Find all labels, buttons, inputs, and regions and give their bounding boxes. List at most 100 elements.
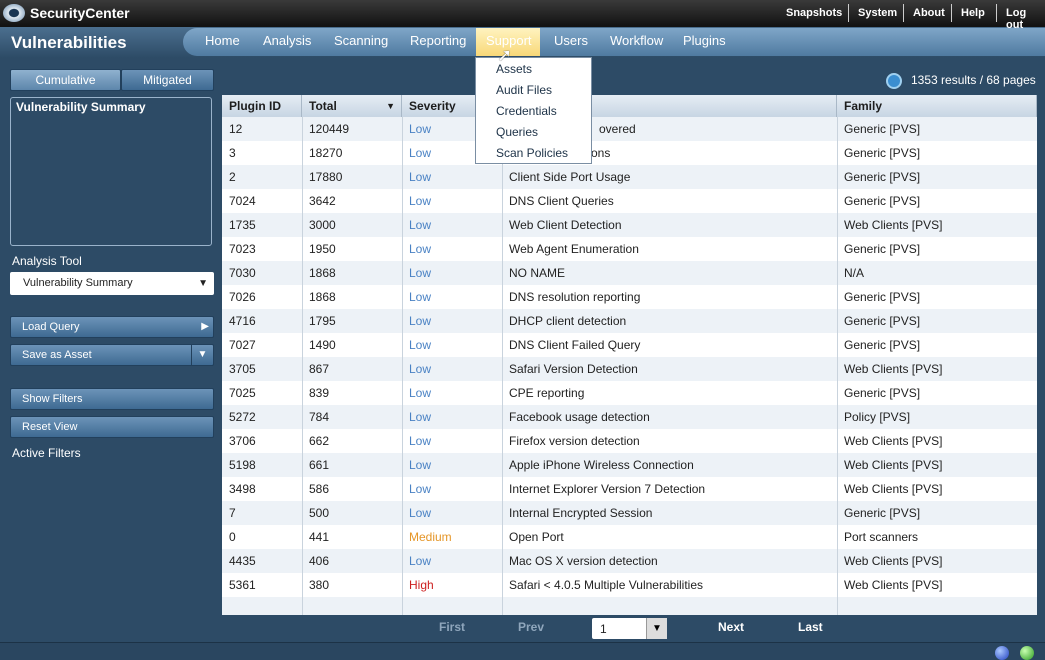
table-cell: Low xyxy=(402,189,502,213)
table-cell: 120449 xyxy=(302,117,402,141)
table-cell: Low xyxy=(402,165,502,189)
table-cell: 7025 xyxy=(222,381,302,405)
table-cell: 380 xyxy=(302,573,402,597)
table-cell: Web Clients [PVS] xyxy=(837,549,1037,573)
table-cell: High xyxy=(402,573,502,597)
table-cell: Web Clients [PVS] xyxy=(837,477,1037,501)
dropdown-item[interactable]: Credentials xyxy=(496,104,557,118)
nav-item[interactable]: Workflow xyxy=(610,33,663,48)
nav-item[interactable]: Plugins xyxy=(683,33,726,48)
separator xyxy=(903,4,904,22)
table-cell: Generic [PVS] xyxy=(837,141,1037,165)
table-cell: 3706 xyxy=(222,429,302,453)
table-cell: DHCP client detection xyxy=(502,309,837,333)
table-cell: 3642 xyxy=(302,189,402,213)
table-cell: 3000 xyxy=(302,213,402,237)
table-cell: Generic [PVS] xyxy=(837,309,1037,333)
table-cell: Low xyxy=(402,549,502,573)
table-cell: Low xyxy=(402,501,502,525)
top-link[interactable]: Log out xyxy=(1006,7,1045,31)
panel-title: Vulnerability Summary xyxy=(16,100,146,114)
table-cell: Low xyxy=(402,453,502,477)
table-cell: 441 xyxy=(302,525,402,549)
table-cell: Low xyxy=(402,477,502,501)
table-cell: Low xyxy=(402,285,502,309)
support-dropdown: AssetsAudit FilesCredentialsQueriesScan … xyxy=(475,57,592,164)
active-filters: Active Filters xyxy=(12,446,81,460)
nav-item[interactable]: Reporting xyxy=(410,33,466,48)
table-cell: 661 xyxy=(302,453,402,477)
table-cell: Internet Explorer Version 7 Detection xyxy=(502,477,837,501)
page-select[interactable]: 1 ▼ xyxy=(592,618,667,639)
table-cell: Medium xyxy=(402,525,502,549)
table-cell: 0 xyxy=(222,525,302,549)
table-cell: Client Side Port Usage xyxy=(502,165,837,189)
dropdown-item[interactable]: Audit Files xyxy=(496,83,552,97)
nav-item[interactable]: Home xyxy=(205,33,240,48)
table-cell: 1490 xyxy=(302,333,402,357)
table-cell: 12 xyxy=(222,117,302,141)
page-next[interactable]: Next xyxy=(718,620,744,634)
table-cell: Low xyxy=(402,405,502,429)
table-cell: Web Clients [PVS] xyxy=(837,573,1037,597)
search-icon[interactable] xyxy=(886,73,902,89)
table-cell: Mac OS X version detection xyxy=(502,549,837,573)
arrow: ▼ xyxy=(646,618,667,639)
table-cell: Internal Encrypted Session xyxy=(502,501,837,525)
table-cell: 586 xyxy=(302,477,402,501)
save-asset[interactable]: Save as Asset▼ xyxy=(10,344,214,366)
table-cell: 662 xyxy=(302,429,402,453)
page-first[interactable]: First xyxy=(439,620,465,634)
table-cell: Web Agent Enumeration xyxy=(502,237,837,261)
table-cell: Low xyxy=(402,309,502,333)
top-link[interactable]: About xyxy=(913,7,945,19)
reset-view[interactable]: Reset View xyxy=(10,416,214,438)
table-cell: Web Clients [PVS] xyxy=(837,213,1037,237)
table-cell: Open Port xyxy=(502,525,837,549)
table-cell: 784 xyxy=(302,405,402,429)
table-cell: Apple iPhone Wireless Connection xyxy=(502,453,837,477)
tab-cumulative[interactable]: Cumulative xyxy=(10,69,121,91)
nav-item[interactable]: Users xyxy=(554,33,588,48)
save-asset-text: Save as Asset xyxy=(22,349,92,361)
table-cell: Generic [PVS] xyxy=(837,333,1037,357)
table-cell: Generic [PVS] xyxy=(837,117,1037,141)
page-last[interactable]: Last xyxy=(798,620,823,634)
status-green xyxy=(1020,646,1034,660)
table-cell: 1735 xyxy=(222,213,302,237)
table-cell: 7027 xyxy=(222,333,302,357)
top-link[interactable]: Snapshots xyxy=(786,7,842,19)
table-cell: Safari < 4.0.5 Multiple Vulnerabilities xyxy=(502,573,837,597)
table-cell: 3705 xyxy=(222,357,302,381)
show-filters[interactable]: Show Filters xyxy=(10,388,214,410)
table-cell: Firefox version detection xyxy=(502,429,837,453)
load-query-text: Load Query xyxy=(22,321,79,333)
dropdown-item[interactable]: Scan Policies xyxy=(496,146,568,160)
table-cell: 18270 xyxy=(302,141,402,165)
column-header[interactable]: Total▼ xyxy=(302,95,402,117)
dropdown-item[interactable]: Queries xyxy=(496,125,538,139)
table-cell: N/A xyxy=(837,261,1037,285)
top-link[interactable]: System xyxy=(858,7,897,19)
table-cell: DNS Client Queries xyxy=(502,189,837,213)
page-title: Vulnerabilities xyxy=(11,33,127,53)
table-cell: 839 xyxy=(302,381,402,405)
page-prev[interactable]: Prev xyxy=(518,620,544,634)
table-cell: 3498 xyxy=(222,477,302,501)
tab-mitigated[interactable]: Mitigated xyxy=(121,69,214,91)
table-cell: 5198 xyxy=(222,453,302,477)
tool-select-text: Vulnerability Summary xyxy=(23,277,133,289)
top-link[interactable]: Help xyxy=(961,7,985,19)
nav-item[interactable]: Scanning xyxy=(334,33,388,48)
summary-panel: Vulnerability Summary xyxy=(10,97,212,246)
column-header[interactable]: Plugin ID xyxy=(222,95,302,117)
table-cell: Generic [PVS] xyxy=(837,237,1037,261)
column-header[interactable]: Family xyxy=(837,95,1037,117)
table-cell: 17880 xyxy=(302,165,402,189)
nav-item[interactable]: Analysis xyxy=(263,33,311,48)
separator xyxy=(996,4,997,22)
table-cell: Web Clients [PVS] xyxy=(837,357,1037,381)
tool-select[interactable]: Vulnerability Summary▼ xyxy=(10,272,214,295)
load-query[interactable]: Load Query▶ xyxy=(10,316,214,338)
table-cell: Low xyxy=(402,237,502,261)
